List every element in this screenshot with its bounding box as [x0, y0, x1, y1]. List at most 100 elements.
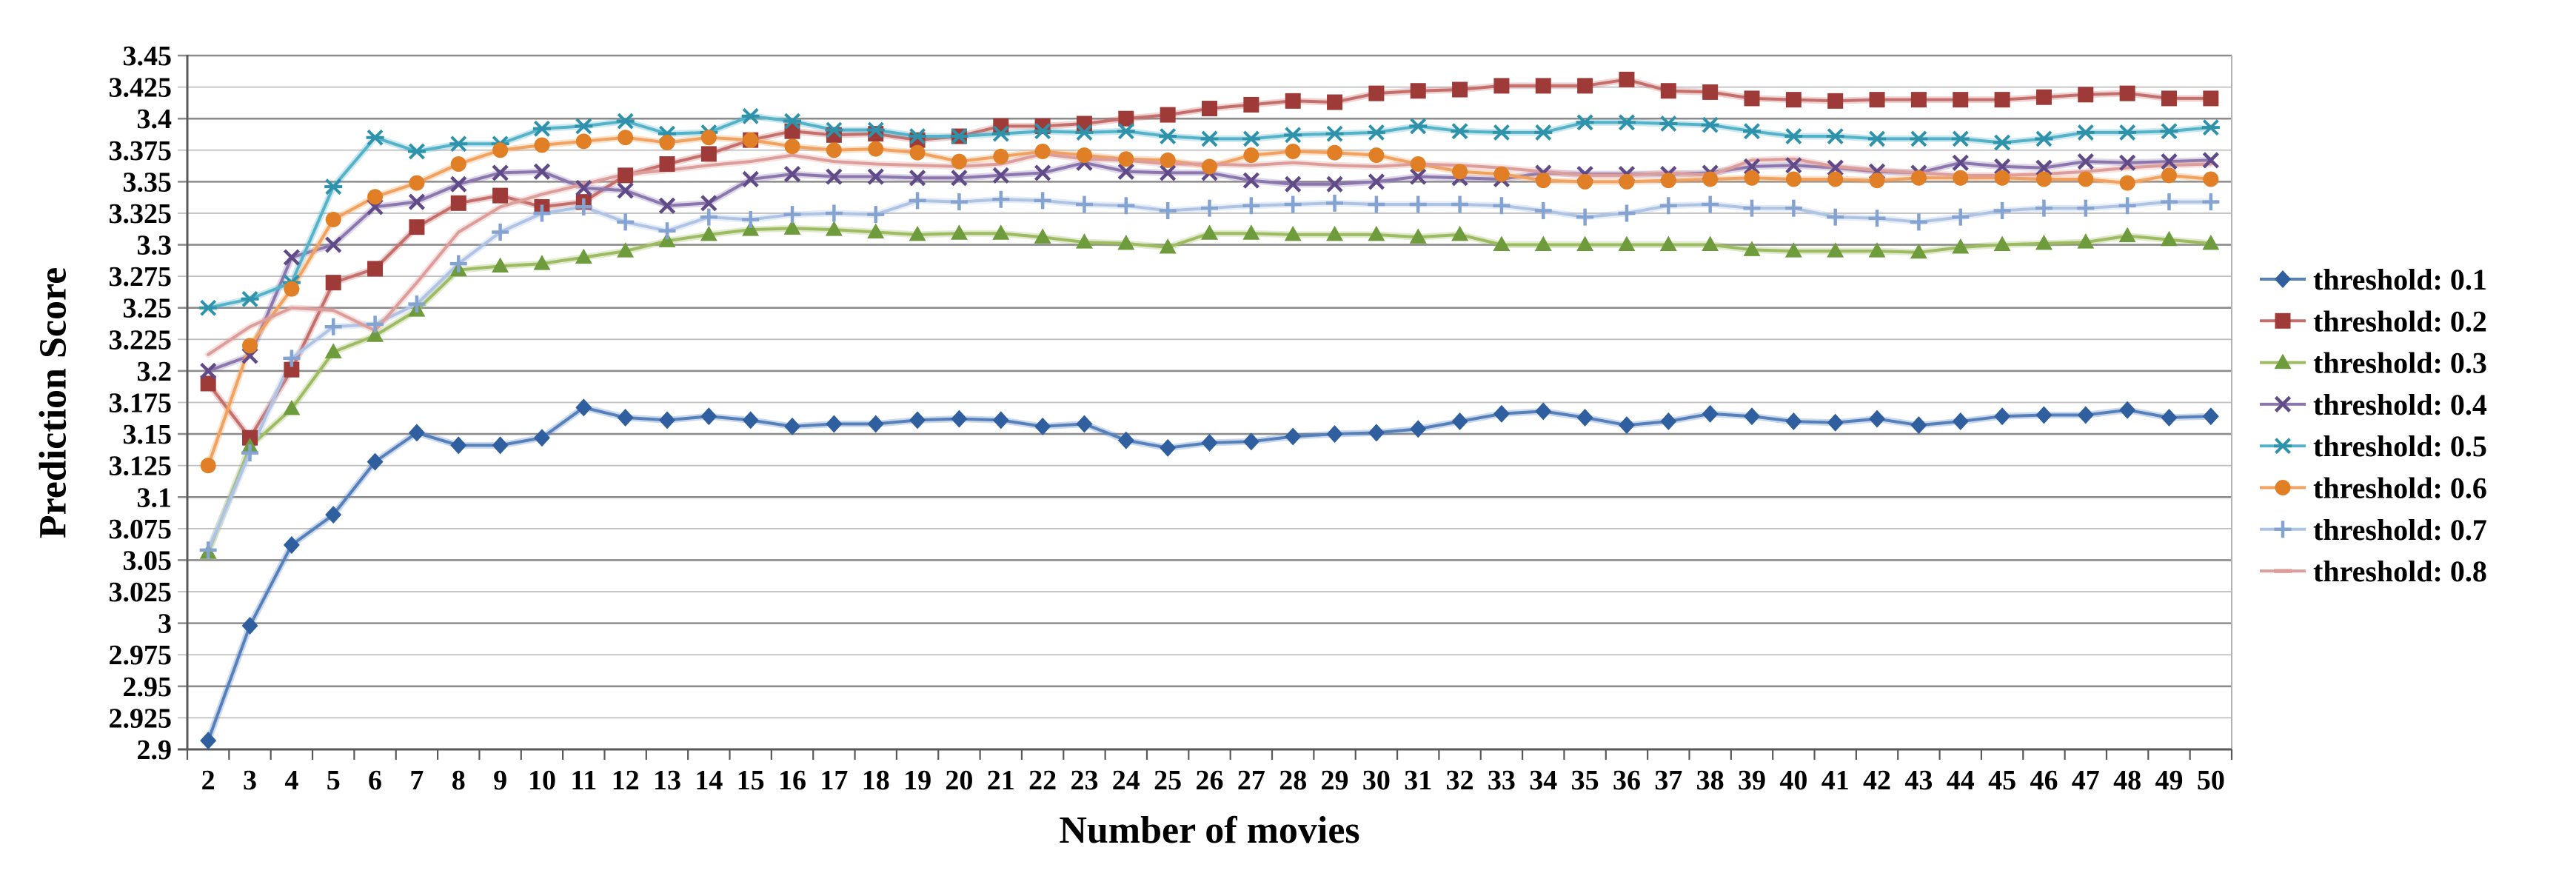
series-marker-threshold-0.7	[2118, 197, 2136, 215]
series-marker-threshold-0.5	[1701, 116, 1719, 133]
series-marker-threshold-0.7	[449, 255, 467, 273]
series-marker-threshold-0.5	[1993, 134, 2012, 151]
x-tick-label: 29	[1321, 765, 1349, 796]
x-tick-label: 50	[2197, 765, 2225, 796]
series-marker-threshold-0.1	[1410, 420, 1427, 438]
series-marker-threshold-0.7	[241, 444, 259, 462]
x-tick-label: 22	[1028, 765, 1057, 796]
series-marker-threshold-0.5	[1284, 127, 1302, 144]
series-marker-threshold-0.2	[450, 195, 466, 211]
series-marker-threshold-0.4	[867, 168, 884, 185]
series-marker-threshold-0.4	[2119, 154, 2136, 171]
series-marker-threshold-0.6	[1410, 156, 1426, 173]
series-marker-threshold-0.3	[367, 327, 384, 342]
series-marker-threshold-0.5	[2035, 130, 2053, 147]
series-marker-threshold-0.5	[1034, 123, 1052, 140]
series-marker-threshold-0.4	[783, 166, 801, 183]
series-marker-threshold-0.1	[909, 411, 926, 429]
series-marker-threshold-0.2	[700, 146, 717, 162]
x-tick-label: 14	[695, 765, 723, 796]
series-marker-threshold-0.1	[2119, 401, 2136, 419]
legend-swatch-marker	[2275, 312, 2291, 329]
series-marker-threshold-0.3	[1743, 241, 1761, 256]
series-marker-threshold-0.6	[700, 130, 717, 146]
x-tick-label: 18	[862, 765, 890, 796]
x-tick-label: 21	[987, 765, 1015, 796]
y-axis-title: Prediction Score	[32, 267, 75, 539]
series-marker-threshold-0.3	[1493, 235, 1511, 252]
series-glow-0.1	[204, 404, 2215, 744]
series-marker-threshold-0.2	[1118, 110, 1134, 127]
series-marker-threshold-0.6	[2119, 175, 2135, 191]
series-marker-threshold-0.1	[1618, 416, 1635, 435]
series-marker-threshold-0.1	[1869, 409, 1886, 428]
series-marker-threshold-0.3	[867, 223, 885, 239]
series-marker-threshold-0.2	[1202, 101, 1217, 117]
series-marker-threshold-0.7	[1075, 195, 1093, 213]
x-tick-label: 33	[1488, 765, 1516, 796]
series-marker-threshold-0.3	[1451, 225, 1469, 241]
legend-swatch-marker	[2274, 395, 2292, 412]
series-marker-threshold-0.2	[1910, 92, 1927, 108]
x-tick-label: 31	[1404, 765, 1432, 796]
series-marker-threshold-0.3	[575, 248, 592, 264]
series-marker-threshold-0.3	[1326, 225, 1344, 241]
series-marker-threshold-0.2	[1785, 92, 1801, 108]
legend-swatch-marker	[2275, 480, 2291, 495]
series-marker-threshold-0.5	[1576, 114, 1594, 131]
series-line-threshold-0.3	[207, 227, 2212, 555]
series-marker-threshold-0.1	[1242, 432, 1259, 451]
series-marker-threshold-0.2	[618, 167, 634, 184]
series-marker-threshold-0.6	[1202, 158, 1217, 175]
series-marker-threshold-0.4	[1160, 164, 1177, 181]
y-tick-label: 2.925	[109, 703, 173, 734]
series-marker-threshold-0.3	[283, 400, 301, 415]
series-marker-threshold-0.5	[1784, 128, 1803, 144]
series-marker-threshold-0.4	[533, 163, 551, 180]
y-tick-label: 3.275	[109, 261, 173, 292]
x-tick-label: 9	[493, 765, 507, 796]
series-marker-threshold-0.3	[324, 343, 342, 358]
series-marker-threshold-0.3	[1117, 234, 1135, 250]
series-marker-threshold-0.1	[700, 407, 717, 426]
series-marker-threshold-0.5	[1743, 123, 1762, 140]
series-marker-threshold-0.7	[1117, 197, 1135, 215]
series-marker-threshold-0.2	[993, 118, 1009, 134]
x-tick-label: 13	[653, 765, 681, 796]
series-marker-threshold-0.5	[1075, 124, 1094, 141]
series-marker-threshold-0.2	[1327, 94, 1343, 110]
series-marker-threshold-0.4	[2035, 159, 2053, 176]
series-marker-threshold-0.4	[909, 170, 926, 187]
series-marker-threshold-0.6	[575, 133, 592, 150]
series-marker-threshold-0.1	[2035, 406, 2053, 424]
series-marker-threshold-0.7	[867, 206, 885, 224]
series-marker-threshold-0.6	[492, 142, 509, 158]
series-marker-threshold-0.6	[1994, 170, 2010, 186]
series-marker-threshold-0.5	[1826, 128, 1844, 144]
x-tick-label: 27	[1237, 765, 1265, 796]
series-marker-threshold-0.1	[450, 436, 467, 455]
series-marker-threshold-0.7	[1201, 199, 1218, 217]
x-tick-label: 24	[1112, 765, 1140, 796]
series-marker-threshold-0.5	[783, 113, 802, 130]
legend-item-threshold-0.2: threshold: 0.2	[2260, 304, 2487, 338]
series-marker-threshold-0.4	[283, 249, 300, 266]
series-marker-threshold-0.1	[367, 452, 384, 471]
y-tick-label: 3.35	[123, 167, 173, 198]
series-marker-threshold-0.6	[1953, 170, 1969, 186]
legend-label: threshold: 0.1	[2313, 263, 2487, 296]
series-marker-threshold-0.3	[1659, 235, 1677, 252]
series-marker-threshold-0.4	[1993, 158, 2011, 175]
series-marker-threshold-0.7	[742, 210, 760, 228]
series-marker-threshold-0.7	[367, 315, 384, 333]
series-marker-threshold-0.3	[700, 225, 717, 241]
series-marker-threshold-0.7	[1827, 208, 1844, 226]
series-marker-threshold-0.3	[2077, 233, 2095, 249]
x-tick-label: 15	[737, 765, 765, 796]
x-tick-label: 25	[1154, 765, 1182, 796]
x-tick-label: 42	[1863, 765, 1891, 796]
series-marker-threshold-0.6	[1452, 164, 1468, 180]
series-marker-threshold-0.1	[1117, 431, 1134, 449]
series-marker-threshold-0.2	[1535, 78, 1551, 94]
